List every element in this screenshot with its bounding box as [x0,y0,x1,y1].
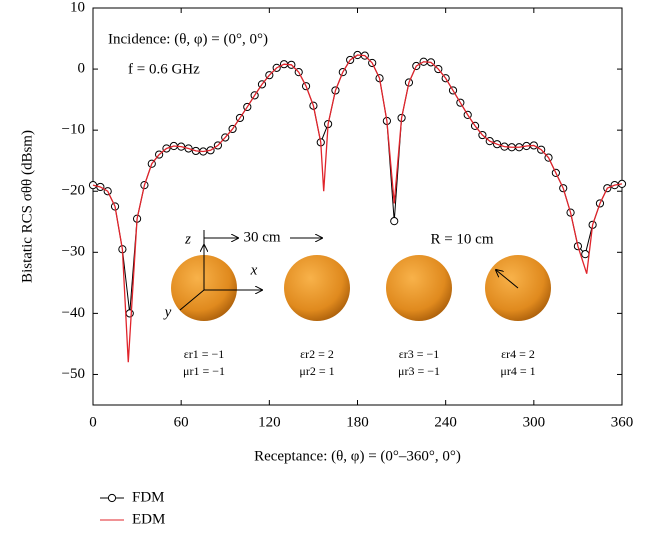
legend-label: FDM [132,489,165,505]
y-tick-label: −50 [62,366,85,382]
y-tick-label: −10 [62,122,85,138]
y-tick-label: 10 [70,0,85,15]
data-point [581,250,590,259]
annotation: εr4 = 2 [501,347,535,361]
annotation: μr1 = −1 [183,364,225,378]
y-axis-label: Bistatic RCS σθθ (dBsm) [19,130,35,283]
annotation: Incidence: (θ, φ) = (0°, 0°) [108,31,268,47]
legend-marker [107,493,117,503]
annotation: R = 10 cm [430,231,493,247]
axis-arrow [179,289,205,311]
annotation: f = 0.6 GHz [128,61,200,77]
x-tick-label: 300 [523,414,546,430]
annotation: εr1 = −1 [184,347,225,361]
annotation: x [250,262,258,278]
annotation: μr4 = 1 [500,364,535,378]
x-tick-label: 60 [174,414,189,430]
radius-arrow [496,270,519,289]
sphere [386,255,452,321]
x-tick-label: 180 [346,414,369,430]
x-tick-label: 0 [89,414,97,430]
data-point [390,217,399,226]
annotation: z [184,231,191,247]
data-point [125,309,134,318]
annotation: εr3 = −1 [399,347,440,361]
x-tick-label: 360 [611,414,634,430]
series-line [92,54,623,363]
annotation: μr2 = 1 [299,364,334,378]
y-tick-label: −30 [62,244,85,260]
annotation: y [163,304,172,320]
y-tick-label: −20 [62,183,85,199]
annotation: μr3 = −1 [398,364,440,378]
sphere [284,255,350,321]
illustration [171,230,551,321]
y-tick-label: −40 [62,305,85,321]
x-tick-label: 120 [258,414,281,430]
annotation: εr2 = 2 [300,347,334,361]
y-tick-label: 0 [78,61,86,77]
x-axis-label: Receptance: (θ, φ) = (0°–360°, 0°) [254,448,461,464]
legend-label: EDM [132,511,165,527]
x-tick-label: 240 [434,414,457,430]
annotation: 30 cm [243,229,280,245]
